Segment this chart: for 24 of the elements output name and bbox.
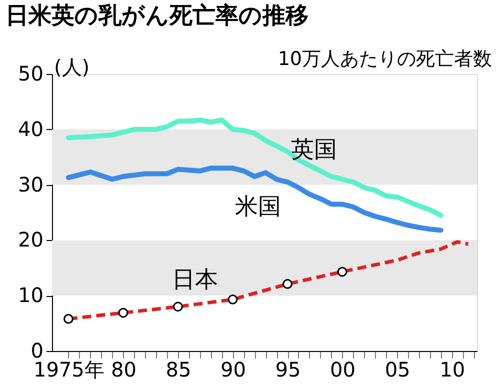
point [118, 308, 128, 318]
y-tick-label: 10 [18, 283, 44, 308]
point [282, 279, 292, 289]
y-tick-label: 30 [18, 172, 44, 196]
x-tick-label: 95 [275, 358, 301, 382]
x-tick-label: 85 [166, 358, 192, 382]
point [337, 266, 348, 277]
x-tick-label: 00 [330, 358, 356, 382]
x-tick-label: 05 [384, 358, 410, 382]
y-tick-label: 20 [18, 228, 44, 252]
chart-subtitle: 10万人あたりの死亡者数 [278, 48, 492, 70]
point [228, 294, 238, 304]
x-tick-label: 90 [220, 358, 246, 382]
series-label: 英国 [291, 137, 337, 163]
series-label: 米国 [235, 194, 281, 220]
y-tick-label: 40 [18, 116, 44, 141]
series-label: 日本 [172, 267, 218, 293]
y-tick-label: 50 [18, 62, 44, 86]
point [173, 302, 183, 312]
y-axis-title: (人) [54, 55, 90, 79]
chart-title: 日米英の乳がん死亡率の推移 [6, 2, 309, 29]
point [63, 314, 74, 324]
x-tick-label: 80 [110, 358, 136, 382]
x-tick-label: 10 [440, 358, 466, 382]
